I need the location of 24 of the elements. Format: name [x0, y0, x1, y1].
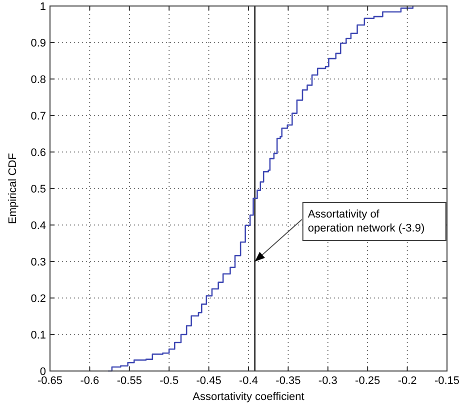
- y-tick-label: 0.9: [30, 38, 46, 50]
- y-tick-label: 0.5: [30, 184, 46, 196]
- x-tick-label: -0.45: [196, 375, 222, 387]
- x-tick-label: -0.2: [398, 375, 417, 387]
- x-axis-title: Assortativity coefficient: [192, 391, 304, 403]
- y-tick-label: 0.8: [30, 74, 46, 86]
- x-tick-label: -0.5: [160, 375, 179, 387]
- y-tick-label: 0.6: [30, 147, 46, 159]
- x-tick-label: -0.4: [239, 375, 258, 387]
- x-tick-label: -0.55: [116, 375, 142, 387]
- x-tick-label: -0.3: [318, 375, 338, 387]
- y-tick-label: 0.4: [30, 220, 46, 232]
- annotation: Assortativity of operation network (-3.9): [308, 208, 425, 234]
- x-tick-label: -0.15: [434, 375, 459, 387]
- x-tick-label: -0.65: [37, 375, 63, 387]
- y-tick-label: 0.3: [30, 256, 46, 268]
- y-tick-label: 0.2: [30, 293, 46, 305]
- y-tick-label: 0.7: [30, 110, 46, 122]
- y-tick-label: 1: [40, 1, 46, 13]
- y-axis-title: Empirical CDF: [7, 152, 19, 224]
- y-tick-label: 0.1: [30, 330, 46, 342]
- x-tick-label: -0.25: [355, 375, 380, 387]
- x-tick-label: -0.35: [276, 375, 301, 387]
- x-tick-label: -0.6: [80, 375, 100, 387]
